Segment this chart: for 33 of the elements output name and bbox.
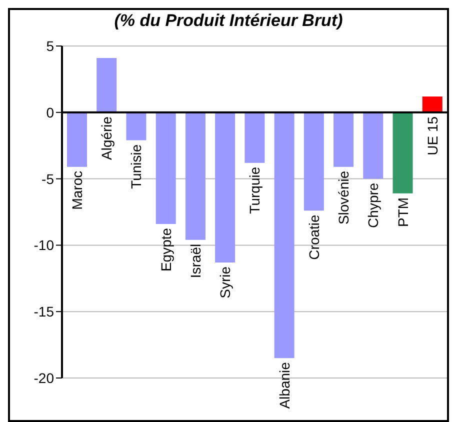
x-tick-label: Turquie bbox=[246, 166, 263, 214]
bar bbox=[156, 112, 176, 224]
bar bbox=[422, 96, 442, 112]
chart-title: (% du Produit Intérieur Brut) bbox=[113, 10, 344, 32]
y-tick-label: 0 bbox=[46, 104, 54, 120]
x-tick-label: Albanie bbox=[276, 362, 292, 409]
x-tick-label: Egypte bbox=[158, 228, 174, 272]
y-tick-label: -20 bbox=[34, 370, 54, 386]
bar bbox=[126, 112, 146, 140]
bar bbox=[274, 112, 294, 358]
y-tick-label: -5 bbox=[42, 170, 54, 187]
bar bbox=[304, 112, 324, 211]
x-tick-label: Syrie bbox=[217, 266, 234, 298]
y-tick-label: -10 bbox=[34, 237, 54, 254]
bar bbox=[67, 112, 87, 167]
bar bbox=[185, 112, 206, 240]
bar bbox=[363, 112, 384, 179]
x-tick-label: PTM bbox=[394, 197, 411, 227]
x-tick-label: Slovénie bbox=[336, 170, 352, 225]
y-tick-label: 5 bbox=[46, 38, 54, 54]
x-tick-label: Maroc bbox=[69, 170, 85, 210]
bar bbox=[334, 112, 354, 167]
bar bbox=[244, 112, 265, 163]
x-tick-label: UE 15 bbox=[424, 116, 440, 156]
x-tick-label: Algérie bbox=[98, 116, 115, 160]
bar bbox=[96, 58, 117, 112]
x-tick-label: Tunisie bbox=[128, 144, 144, 189]
bar bbox=[215, 112, 236, 262]
x-tick-label: Israël bbox=[187, 244, 204, 278]
bar bbox=[392, 112, 413, 194]
x-tick-label: Croatie bbox=[306, 214, 322, 260]
y-tick-label: -15 bbox=[34, 304, 54, 320]
x-tick-label: Chypre bbox=[365, 182, 382, 228]
